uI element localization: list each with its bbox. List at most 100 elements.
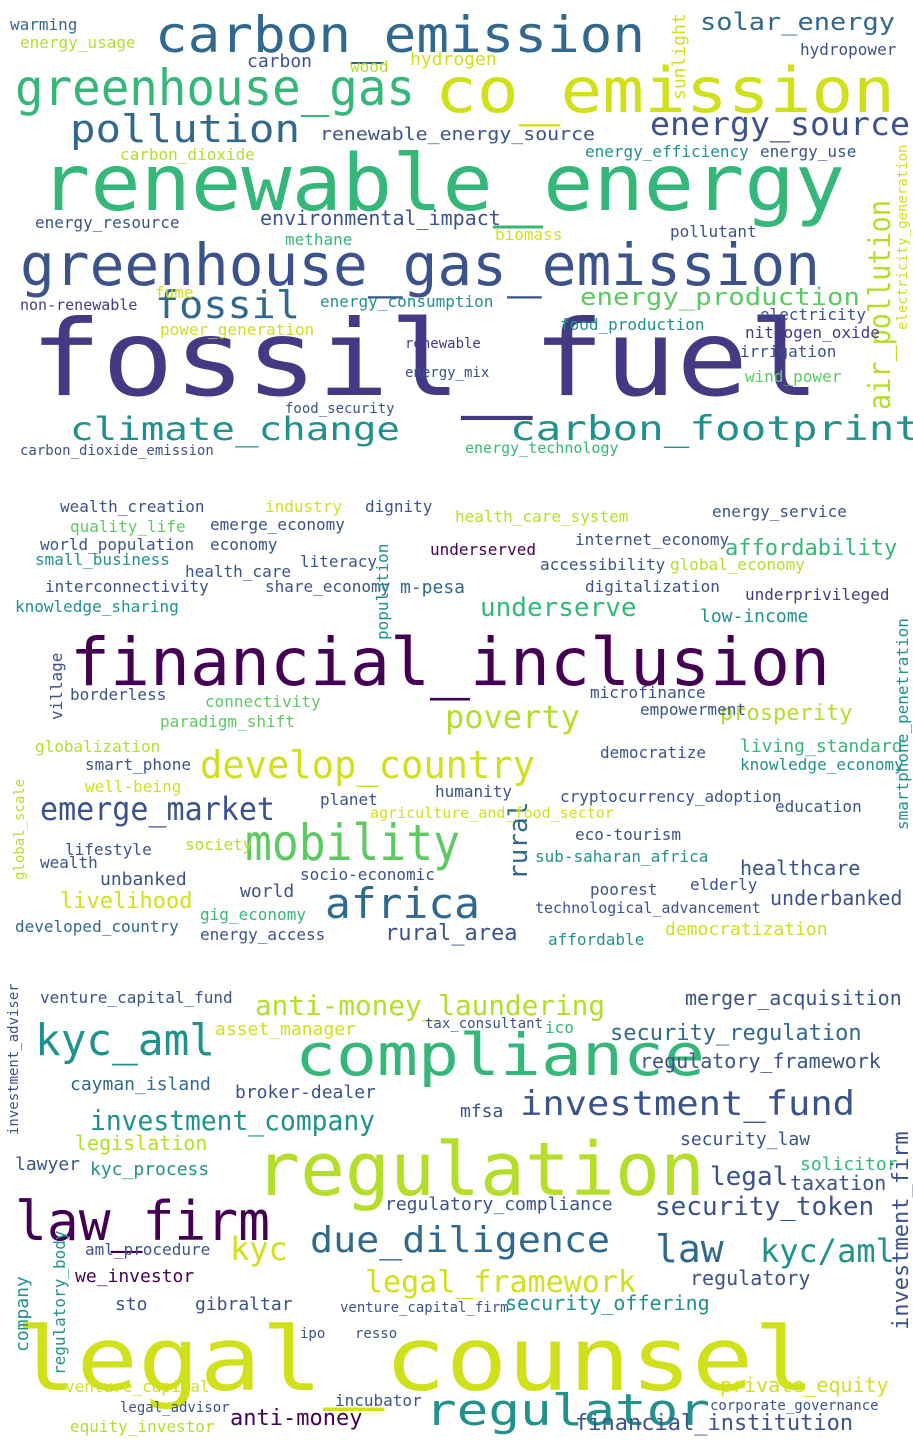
word: hydrogen: [410, 49, 497, 70]
word: wealth: [40, 853, 98, 872]
word: underbanked: [770, 886, 902, 910]
word: non-renewable: [20, 296, 137, 314]
word: sub-saharan_africa: [535, 847, 708, 866]
word: livelihood: [60, 889, 192, 914]
word: legal_advisor: [120, 1400, 230, 1416]
word: ico: [545, 1018, 574, 1037]
word: pollutant: [670, 222, 757, 241]
word: smart_phone: [85, 755, 191, 774]
word: regulatory_compliance: [385, 1194, 613, 1215]
word: eco-tourism: [575, 825, 681, 844]
word: socio-economic: [300, 865, 435, 884]
word: world: [240, 881, 294, 902]
word: air_pollution: [863, 200, 898, 410]
word: food_production: [560, 315, 705, 334]
word: humanity: [435, 782, 512, 801]
word: food_security: [285, 401, 395, 417]
word: due_diligence: [310, 1220, 610, 1261]
word: mfsa: [460, 1101, 503, 1122]
word: security_regulation: [610, 1021, 862, 1046]
word: renewable: [405, 336, 481, 352]
word: kyc: [230, 1230, 288, 1268]
word: technological_advancement: [535, 899, 761, 917]
word: regulatory_framework: [640, 1049, 881, 1073]
word: co_emission: [435, 54, 895, 127]
word: venture_capital: [65, 1377, 210, 1396]
word: emerge_economy: [210, 515, 345, 534]
word: resso: [355, 1326, 397, 1342]
word: financial_inclusion: [70, 624, 830, 701]
word: global_economy: [670, 555, 805, 574]
word: share_economy: [265, 577, 391, 596]
word: fume: [155, 283, 194, 302]
word: energy_resource: [35, 213, 180, 232]
word: fossil: [155, 283, 300, 327]
word: biomass: [495, 225, 562, 244]
word: pollution: [70, 107, 300, 151]
word: nitrogen_oxide: [745, 323, 880, 342]
word: energy_consumption: [320, 292, 493, 311]
word: energy_technology: [465, 439, 619, 457]
word: renewable_energy: [40, 139, 845, 229]
word: borderless: [70, 685, 166, 704]
word: solicitor: [800, 1154, 898, 1175]
word: greenhouse_gas_emission: [20, 231, 820, 299]
word: carbon_footprint: [510, 409, 913, 449]
word: empowerment: [640, 700, 746, 719]
word: investment_firm: [889, 1131, 913, 1330]
word: health_care_system: [455, 507, 628, 526]
word: low-income: [700, 606, 808, 627]
word: affordability: [725, 536, 897, 561]
word: security_law: [680, 1129, 810, 1150]
word: well-being: [85, 777, 181, 796]
word: underprivileged: [745, 585, 890, 604]
word: mobility: [245, 814, 460, 872]
word: environmental_impact: [260, 206, 501, 230]
word: underserve: [480, 593, 637, 623]
word: legal_framework: [365, 1265, 636, 1300]
word: rural: [504, 802, 534, 880]
word: connectivity: [205, 692, 321, 711]
word: gig_economy: [200, 905, 306, 924]
word: venture_capital_fund: [40, 988, 233, 1007]
word: renewable_energy_source: [320, 124, 595, 145]
word: sto: [115, 1294, 148, 1315]
word: democratization: [665, 919, 828, 940]
word: wealth_creation: [60, 497, 205, 516]
word: planet: [320, 790, 378, 809]
word: aml_procedure: [85, 1240, 210, 1259]
word: regulator: [425, 1385, 710, 1436]
word: cayman_island: [70, 1074, 211, 1095]
word: knowledge_economy: [740, 755, 904, 774]
word: prosperity: [720, 701, 852, 726]
word: security_token: [655, 1192, 874, 1222]
word: democratize: [600, 743, 706, 762]
word: equity_investor: [70, 1417, 215, 1436]
word: financial_institution: [575, 1411, 853, 1436]
word: corporate_governance: [710, 1398, 879, 1414]
word: hydropower: [800, 40, 897, 59]
word: kyc_process: [90, 1159, 209, 1180]
word: investment_company: [90, 1104, 375, 1138]
word: education: [775, 797, 862, 816]
word: broker-dealer: [235, 1082, 376, 1103]
word: elderly: [690, 875, 758, 894]
word: population: [373, 544, 392, 640]
word: smartphone_penetration: [893, 618, 912, 830]
word: regulation: [255, 1127, 705, 1213]
word: economy: [210, 535, 278, 554]
word: globalization: [35, 737, 160, 756]
word: private_equity: [720, 1373, 889, 1397]
word: underserved: [430, 540, 536, 559]
word: legal_counsel: [15, 1308, 815, 1411]
word: africa: [325, 879, 480, 928]
word: dignity: [365, 497, 433, 516]
word: climate_change: [70, 410, 400, 448]
word: regulatory_body: [50, 1230, 69, 1375]
word: small_business: [35, 550, 170, 569]
word: lawyer: [15, 1154, 80, 1175]
word: energy_access: [200, 925, 325, 944]
word: carbon: [247, 51, 312, 72]
